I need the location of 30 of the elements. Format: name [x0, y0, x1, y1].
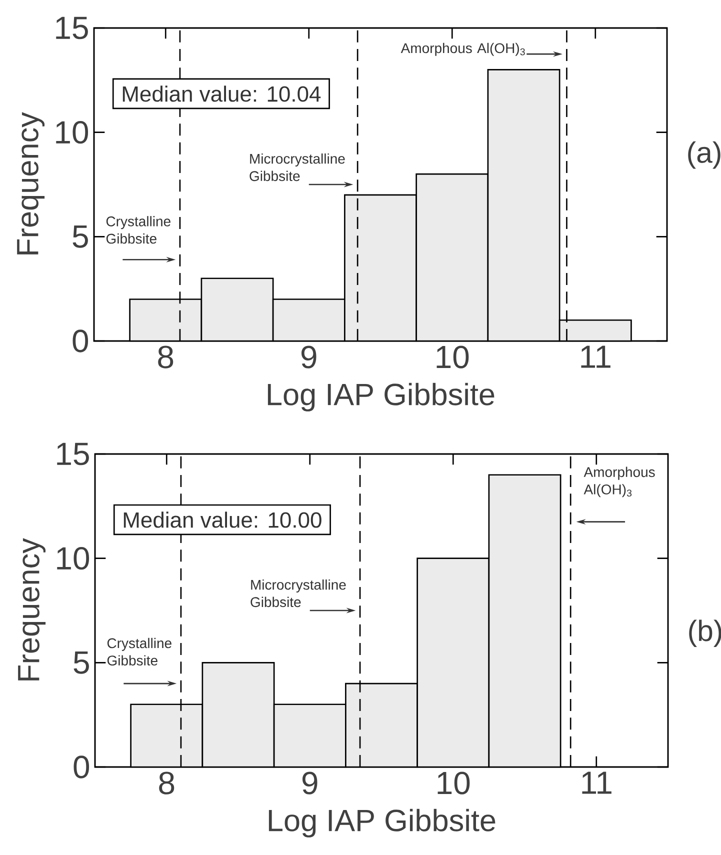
annotation: Median value: 10.00: [124, 512, 322, 528]
text: (b): [689, 620, 721, 647]
y-tick-label: 10: [57, 547, 90, 570]
x-tick-label: 10: [436, 346, 469, 368]
ref-line-label: Crystalline Gibbsite: [107, 638, 172, 666]
text: (a): [688, 141, 720, 169]
x-tick-label: 9: [301, 346, 316, 368]
ref-line-label: Amorphous Al(OH)$_{3}$: [584, 466, 655, 498]
y-tick-label: 5: [72, 225, 88, 248]
y-tick-label: 5: [74, 651, 89, 674]
x-tick-label: 10: [438, 772, 470, 794]
annotation: Median value: 10.04: [122, 86, 321, 102]
y-tick-label: 10: [56, 121, 88, 144]
ref-line-label: Microcrystalline Gibbsite: [250, 579, 346, 608]
x-axis-title: Log IAP Gibbsite: [268, 808, 496, 838]
ref-line-label: Amorphous Al(OH)$_{3}$: [400, 42, 525, 56]
y-axis-title: Frequency: [18, 538, 46, 680]
ref-line-label: Microcrystalline Gibbsite: [250, 153, 345, 182]
x-tick-label: 11: [582, 772, 612, 794]
x-tick-label: 11: [581, 346, 610, 368]
x-tick-label: 8: [159, 772, 174, 794]
x-axis-title: Log IAP Gibbsite: [268, 382, 494, 412]
x-tick-label: 8: [158, 346, 174, 368]
y-tick-label: 0: [74, 756, 90, 778]
y-tick-label: 15: [57, 442, 89, 466]
y-axis-title: Frequency: [17, 112, 45, 254]
x-tick-label: 9: [302, 772, 318, 794]
ref-line-label: Crystalline Gibbsite: [106, 216, 170, 244]
y-tick-label: 15: [56, 16, 88, 40]
y-tick-label: 0: [72, 330, 88, 352]
